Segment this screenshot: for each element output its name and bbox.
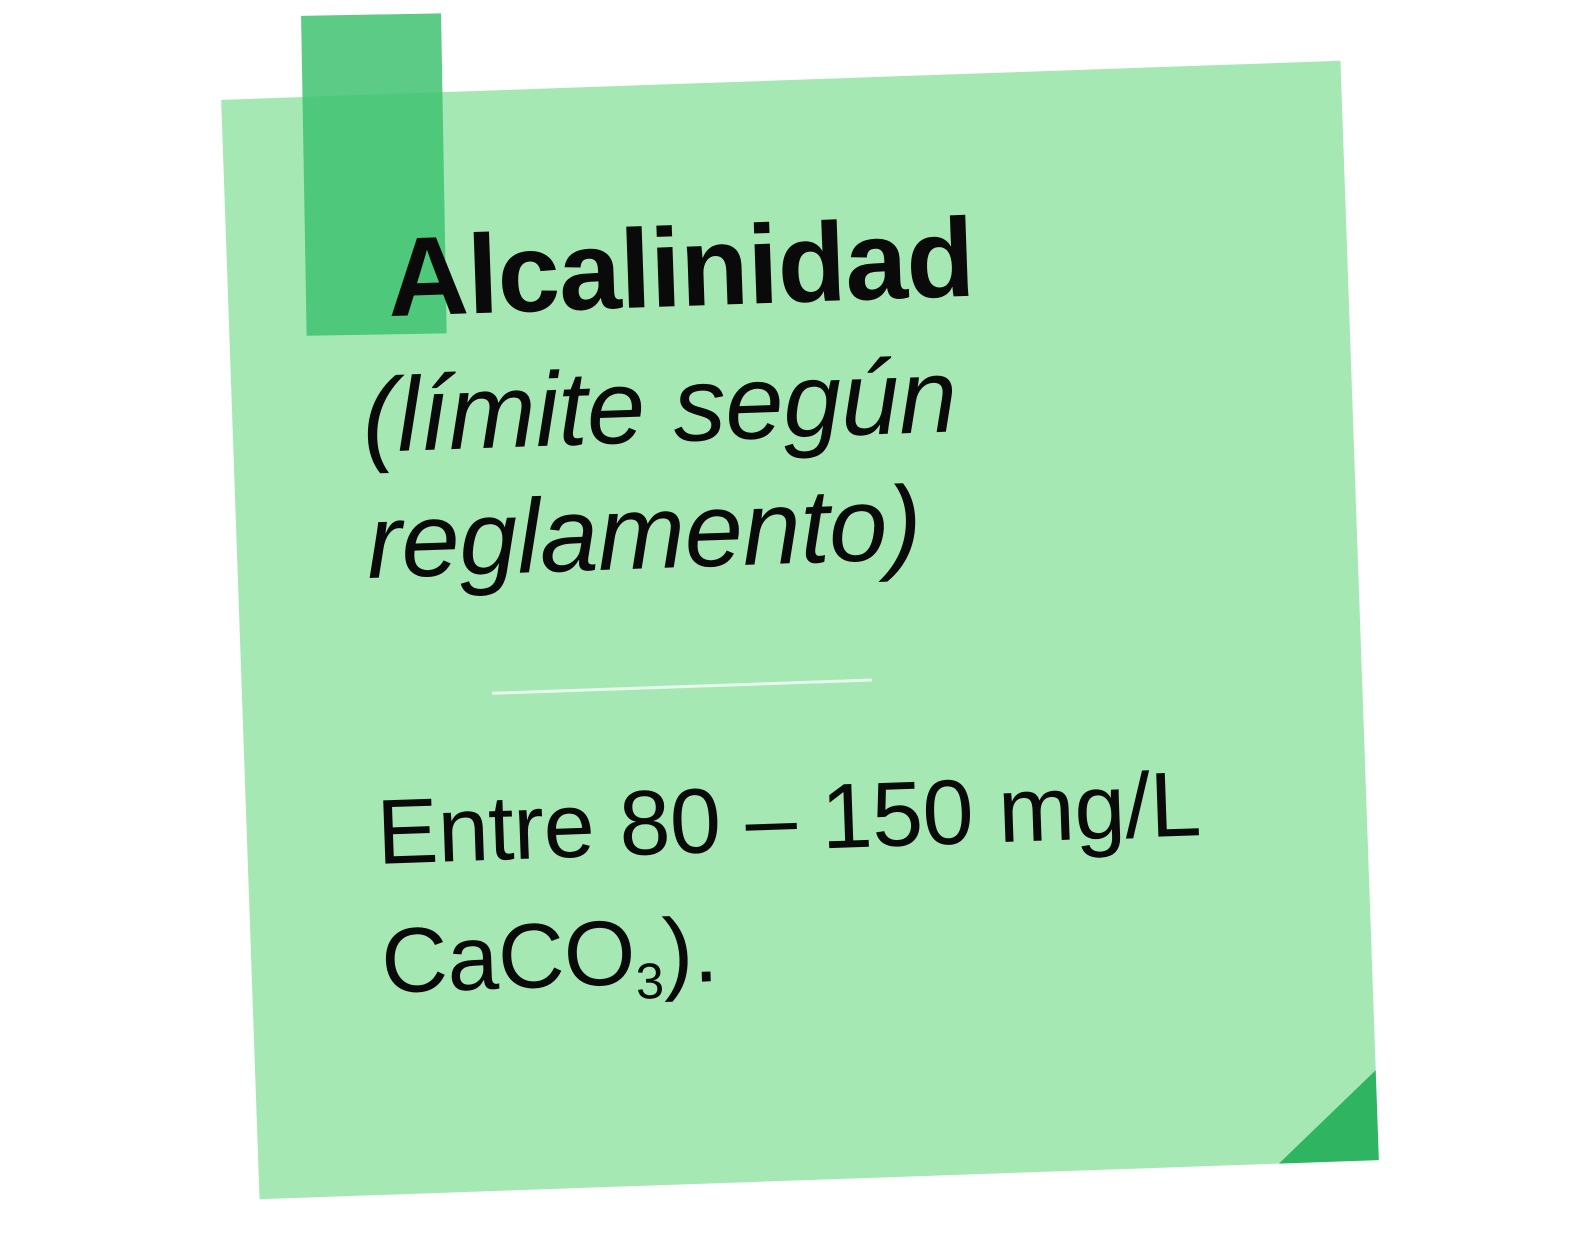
body-subscript: 3 <box>635 952 665 1010</box>
note-title: Alcalinidad <box>355 184 1249 344</box>
note-body: Entre 80 – 150 mg/L CaCO3). <box>375 738 1273 1026</box>
sticky-note: Alcalinidad (límite según reglamento) En… <box>221 61 1379 1199</box>
corner-cutout <box>1276 1070 1379 1163</box>
body-suffix: ). <box>661 899 720 1003</box>
note-subtitle: (límite según reglamento) <box>360 323 1258 606</box>
note-content: Alcalinidad (límite según reglamento) En… <box>355 184 1273 1026</box>
body-prefix: Entre 80 – 150 mg/L CaCO <box>375 753 1199 1012</box>
divider-line <box>492 678 872 694</box>
